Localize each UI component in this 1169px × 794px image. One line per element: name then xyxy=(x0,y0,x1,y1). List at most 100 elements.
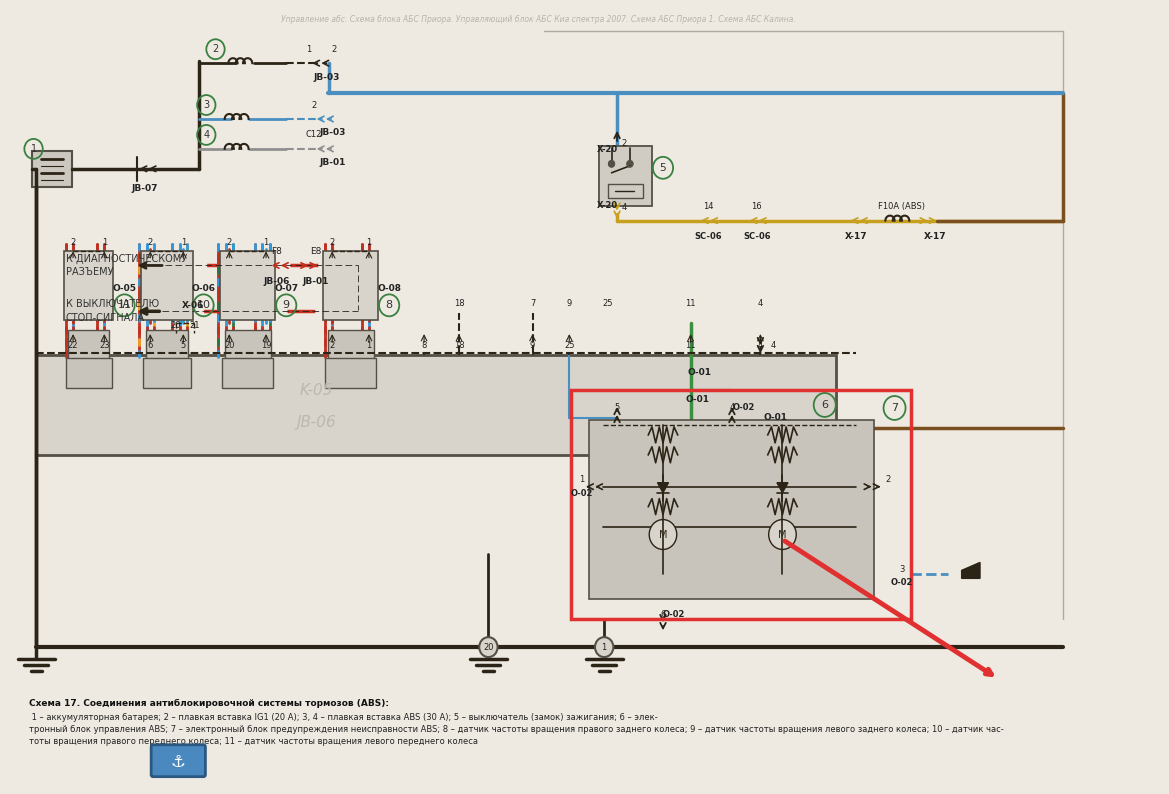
Text: JB-01: JB-01 xyxy=(319,158,345,168)
Text: 20: 20 xyxy=(224,341,235,349)
Text: 2: 2 xyxy=(213,44,219,54)
Circle shape xyxy=(627,161,632,167)
Text: 1: 1 xyxy=(366,238,372,247)
Text: 3: 3 xyxy=(203,100,209,110)
Text: тоты вращения правого переднего колеса; 11 – датчик частоты вращения левого пере: тоты вращения правого переднего колеса; … xyxy=(29,737,478,746)
Circle shape xyxy=(479,637,498,657)
Bar xyxy=(146,330,188,360)
Text: O-01: O-01 xyxy=(686,395,710,404)
Text: 9: 9 xyxy=(530,341,535,349)
Text: O-07: O-07 xyxy=(275,284,298,293)
Text: 2: 2 xyxy=(70,238,76,247)
Text: 2: 2 xyxy=(331,44,337,54)
Text: 2: 2 xyxy=(330,238,334,247)
Text: 18: 18 xyxy=(454,341,464,349)
Text: SC-06: SC-06 xyxy=(743,232,770,241)
Text: O-02: O-02 xyxy=(570,489,594,498)
Text: SC-06: SC-06 xyxy=(694,232,721,241)
Text: 1: 1 xyxy=(181,238,186,247)
Text: 20: 20 xyxy=(483,642,493,652)
Text: 19: 19 xyxy=(261,341,271,349)
Text: X-17: X-17 xyxy=(924,232,947,241)
Text: E8: E8 xyxy=(310,247,321,256)
Text: 4: 4 xyxy=(203,130,209,140)
Circle shape xyxy=(769,519,796,549)
Text: 1: 1 xyxy=(602,642,607,652)
Text: 25: 25 xyxy=(563,341,574,349)
Text: 23: 23 xyxy=(99,341,110,349)
Text: JB-03: JB-03 xyxy=(313,72,340,82)
Text: 4: 4 xyxy=(770,341,776,349)
Text: M: M xyxy=(659,530,667,539)
Text: 2: 2 xyxy=(622,140,627,148)
Bar xyxy=(36,355,836,455)
Text: Управление абс. Схема блока АБС Приора. Управляющий блок АБС Киа спектра 2007. С: Управление абс. Схема блока АБС Приора. … xyxy=(281,15,795,24)
Text: O-01: O-01 xyxy=(687,368,712,376)
Bar xyxy=(64,251,113,320)
Text: O-05: O-05 xyxy=(112,284,137,293)
Bar xyxy=(32,151,72,187)
Text: 1: 1 xyxy=(366,341,372,349)
Bar xyxy=(599,146,652,206)
Text: O-08: O-08 xyxy=(378,284,401,293)
Text: C12: C12 xyxy=(305,130,321,140)
Text: 4: 4 xyxy=(729,403,734,412)
Text: X-06: X-06 xyxy=(181,301,203,310)
Text: 1: 1 xyxy=(305,44,311,54)
Text: F8: F8 xyxy=(271,247,283,256)
Bar xyxy=(589,420,874,599)
Bar xyxy=(323,251,378,320)
Bar xyxy=(325,358,376,388)
Text: 4: 4 xyxy=(622,203,627,212)
Text: РАЗЪЕМУ: РАЗЪЕМУ xyxy=(65,268,113,277)
Bar xyxy=(69,330,109,360)
Text: Схема 17. Соединения антиблокировочной системы тормозов (ABS):: Схема 17. Соединения антиблокировочной с… xyxy=(29,699,389,708)
Text: JB-03: JB-03 xyxy=(319,129,345,137)
Text: 2: 2 xyxy=(311,101,317,110)
Text: K-05: K-05 xyxy=(299,383,333,398)
Text: 4: 4 xyxy=(758,341,763,349)
Text: 9: 9 xyxy=(567,299,572,308)
Bar xyxy=(143,358,191,388)
Text: O-02: O-02 xyxy=(663,610,685,619)
Text: тронный блок управления ABS; 7 – электронный блок предупреждения неисправности A: тронный блок управления ABS; 7 – электро… xyxy=(29,725,1004,734)
Text: 5: 5 xyxy=(615,403,620,412)
Text: 25: 25 xyxy=(602,299,613,308)
Text: F10A (ABS): F10A (ABS) xyxy=(878,202,926,211)
Text: 9: 9 xyxy=(283,300,290,310)
Bar xyxy=(608,183,643,198)
Text: 1: 1 xyxy=(263,238,269,247)
Text: 2: 2 xyxy=(227,238,231,247)
Text: СТОП-СИГНАЛА: СТОП-СИГНАЛА xyxy=(65,314,145,323)
Text: JB-07: JB-07 xyxy=(131,184,158,193)
Text: К ДИАГНОСТИЧЕСКОМУ: К ДИАГНОСТИЧЕСКОМУ xyxy=(65,253,187,264)
Text: 5: 5 xyxy=(659,163,666,173)
Circle shape xyxy=(649,519,677,549)
Text: 4: 4 xyxy=(758,299,763,308)
Text: 11: 11 xyxy=(118,300,132,310)
Text: 2: 2 xyxy=(885,476,891,484)
Circle shape xyxy=(609,161,614,167)
Bar xyxy=(220,251,275,320)
Bar xyxy=(327,330,374,360)
Text: 16: 16 xyxy=(752,202,762,211)
Text: 6: 6 xyxy=(660,610,665,619)
Text: 21: 21 xyxy=(189,321,200,330)
Text: 6: 6 xyxy=(147,341,153,349)
Polygon shape xyxy=(657,483,669,492)
Text: M: M xyxy=(779,530,787,539)
Text: 22: 22 xyxy=(68,341,78,349)
Text: 11: 11 xyxy=(685,299,696,308)
Text: 7: 7 xyxy=(891,403,898,413)
Circle shape xyxy=(595,637,614,657)
Text: 8: 8 xyxy=(386,300,393,310)
Text: X-20: X-20 xyxy=(597,145,618,154)
Text: 2: 2 xyxy=(147,238,153,247)
Text: 1 – аккумуляторная батарея; 2 – плавкая вставка IG1 (20 А); 3, 4 – плавкая встав: 1 – аккумуляторная батарея; 2 – плавкая … xyxy=(29,713,658,722)
Bar xyxy=(141,251,193,320)
Text: O-02: O-02 xyxy=(733,403,755,412)
Text: JB-06: JB-06 xyxy=(264,277,290,286)
Bar xyxy=(222,358,274,388)
Bar xyxy=(572,390,911,619)
Text: 20: 20 xyxy=(171,321,181,330)
